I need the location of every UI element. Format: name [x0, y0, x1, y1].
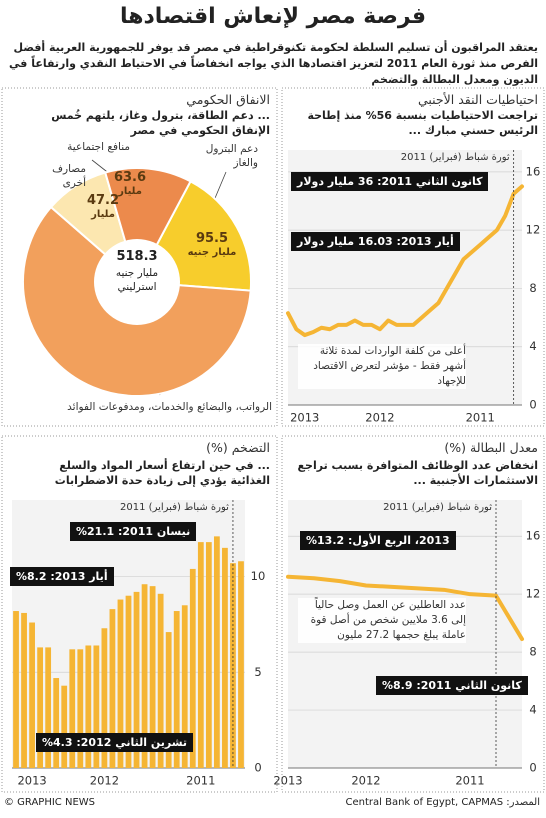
bar — [157, 593, 164, 768]
event-label: ثورة شباط (فبراير) 2011 — [120, 502, 229, 513]
bar — [37, 647, 44, 768]
y-tick-label: 16 — [526, 529, 541, 543]
category-label: دعم البترول والغاز — [205, 143, 258, 169]
pie-segment — [104, 167, 192, 285]
total-label: مليار جنيه استرليني — [115, 267, 159, 293]
bar — [213, 536, 220, 768]
bar — [29, 622, 35, 768]
line — [286, 184, 524, 338]
bar — [109, 609, 116, 768]
value-label: 95.5 مليار جنيه — [187, 231, 237, 259]
y-tick-label: 16 — [526, 164, 541, 178]
chart-subtitle: ... في حين ارتفاع أسعار المواد والسلع ال… — [54, 459, 270, 487]
event-label: ثورة شباط (فبراير) 2011 — [400, 152, 510, 163]
credit: © GRAPHIC NEWS — [4, 797, 96, 808]
bar — [61, 685, 68, 768]
bar — [13, 611, 19, 768]
bar — [205, 542, 212, 768]
bar — [197, 542, 204, 768]
y-tick-label: 12 — [526, 223, 541, 237]
callout: 2013، الربع الأول: 13.2% — [300, 531, 456, 550]
y-tick-label: 12 — [526, 587, 541, 601]
bar — [69, 649, 76, 768]
category-label: منافع اجتماعية — [67, 141, 130, 153]
y-tick-label: 4 — [529, 703, 536, 717]
callout: نيسان 2011: 21.1% — [70, 522, 197, 541]
bar — [125, 595, 132, 768]
title: فرصة مصر لإنعاش اقتصادها — [119, 4, 426, 29]
total-value: 518.3 — [116, 249, 158, 264]
x-tick-label: 2011 — [466, 411, 495, 425]
y-tick-label: 0 — [529, 761, 536, 775]
note: أعلى من كلفة الواردات لمدة ثلاثة أشهر فق… — [298, 344, 466, 389]
bar — [93, 645, 100, 768]
bar — [117, 599, 124, 768]
chart-title: التضخم (%) — [206, 440, 270, 455]
bar — [85, 645, 92, 768]
event-label: ثورة شباط (فبراير) 2011 — [383, 502, 492, 513]
bar — [173, 611, 180, 768]
x-tick-label: 2012 — [90, 774, 119, 788]
bar — [149, 586, 156, 768]
callout: أيار 2013: 16.03 مليار دولار — [291, 232, 460, 251]
y-tick-label: 0 — [254, 761, 261, 775]
chart-title: الانفاق الحكومي — [186, 92, 270, 107]
bar — [77, 649, 84, 768]
y-tick-label: 5 — [254, 665, 261, 679]
bar — [133, 591, 140, 768]
bar — [53, 678, 60, 768]
bar — [189, 568, 196, 768]
bar — [222, 547, 228, 768]
x-tick-label: 2012 — [351, 774, 380, 788]
bar — [101, 628, 108, 768]
x-tick-label: 2012 — [365, 411, 394, 425]
chart-title: معدل البطالة (%) — [444, 440, 538, 455]
x-tick-label: 2013 — [290, 411, 319, 425]
category-label: الرواتب، والبضائع والخدمات، ومدفوعات الف… — [67, 401, 272, 413]
callout: كانون الثاني 2011: 36 مليار دولار — [291, 172, 489, 191]
x-tick-label: 2011 — [455, 774, 484, 788]
intro: يعتقد المراقبون أن تسليم السلطة لحكومة ت… — [9, 41, 538, 86]
line — [286, 574, 524, 642]
chart-title: احتياطيات النقد الأجنبي — [417, 92, 538, 107]
bar — [181, 605, 188, 768]
bar — [21, 612, 27, 768]
value-label: 47.2 مليار — [86, 193, 120, 221]
chart-subtitle: ... دعم الطاقة، بترول وغاز، يلتهم خُمس ا… — [51, 109, 270, 137]
y-tick-label: 8 — [529, 281, 536, 295]
value-label: 63.6 مليار — [113, 170, 147, 198]
chart-subtitle: انخفاض عدد الوظائف المتوافرة بسبب تراجع … — [297, 459, 538, 487]
bar — [45, 647, 52, 768]
y-tick-label: 10 — [251, 569, 266, 583]
donut-hole — [94, 239, 180, 325]
bar — [238, 561, 244, 768]
y-tick-label: 8 — [529, 645, 536, 659]
chart-subtitle: تراجعت الاحتياطيات بنسبة 56% منذ إطاحة ا… — [307, 109, 538, 137]
x-tick-label: 2013 — [17, 774, 46, 788]
y-tick-label: 0 — [529, 398, 536, 412]
bar — [141, 584, 148, 768]
bar — [165, 632, 172, 768]
callout: أيار 2013: 8.2% — [10, 567, 114, 586]
x-tick-label: 2013 — [273, 774, 302, 788]
category-label: مصارف أخرى — [52, 163, 86, 189]
y-tick-label: 4 — [529, 339, 536, 353]
note: عدد العاطلين عن العمل وصل حالياً إلى 3.6… — [298, 598, 466, 643]
callout: كانون الثاني 2011: 8.9% — [376, 676, 528, 695]
x-tick-label: 2011 — [186, 774, 215, 788]
callout: تشرين الثاني 2012: 4.3% — [36, 733, 194, 752]
source: المصدر: Central Bank of Egypt, CAPMAS — [345, 797, 541, 808]
